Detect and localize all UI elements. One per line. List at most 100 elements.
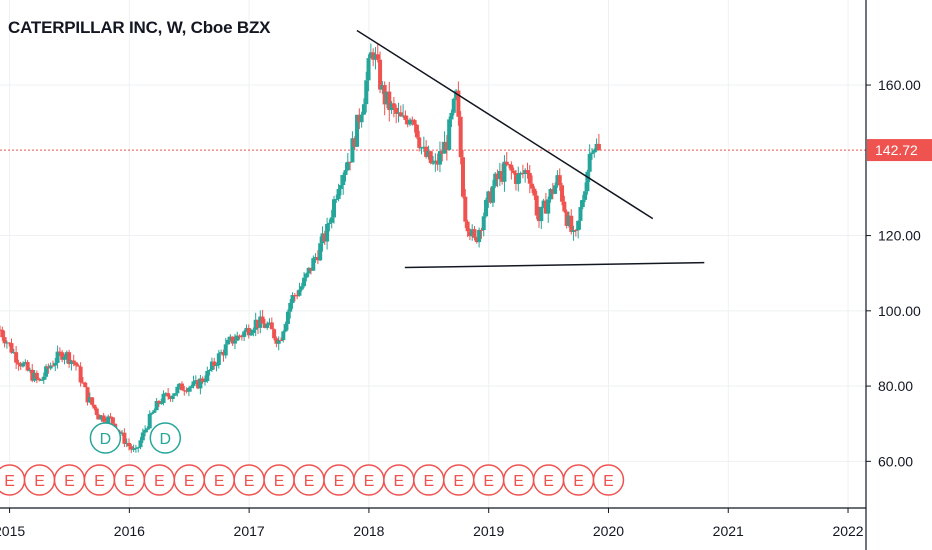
trendlines[interactable]	[356, 29, 705, 269]
earnings-marker[interactable]: E	[23, 464, 56, 496]
last-price-label-bg	[867, 139, 932, 162]
earnings-marker-letter: E	[543, 473, 554, 490]
candle-body	[495, 173, 500, 180]
earnings-marker[interactable]: E	[293, 464, 325, 496]
candle-body	[97, 414, 102, 420]
candle-body	[530, 183, 535, 189]
candle-body	[156, 401, 161, 404]
candle-body	[594, 143, 599, 150]
earnings-marker[interactable]: E	[472, 464, 505, 496]
earnings-marker[interactable]: E	[413, 464, 445, 496]
candle-body	[313, 256, 318, 259]
candle-body	[299, 286, 304, 290]
earnings-marker[interactable]: E	[0, 464, 26, 496]
earnings-marker[interactable]: E	[443, 464, 475, 496]
candle-body	[490, 186, 495, 203]
candle-body	[242, 331, 247, 337]
earnings-marker[interactable]: E	[562, 464, 595, 496]
candle-body	[55, 351, 60, 363]
candle-body	[163, 393, 168, 395]
candle-body	[479, 229, 484, 231]
earnings-marker[interactable]: E	[353, 464, 385, 496]
trendline-flat-support[interactable]	[404, 261, 705, 269]
candle-body	[78, 366, 83, 383]
earnings-marker[interactable]: E	[83, 464, 116, 496]
earnings-marker[interactable]: E	[383, 464, 415, 496]
candle-body	[154, 401, 159, 411]
earnings-marker[interactable]: E	[173, 464, 206, 496]
candle-body	[327, 222, 332, 224]
candle-body	[191, 381, 196, 387]
candle-body	[477, 229, 482, 243]
candle-body	[308, 267, 313, 271]
x-tick-label: 2018	[353, 523, 384, 539]
candle-body	[311, 258, 316, 271]
earnings-marker-letter: E	[4, 473, 15, 490]
candle-body	[357, 114, 362, 123]
earnings-marker[interactable]: E	[113, 464, 146, 496]
candle-body	[69, 360, 74, 365]
earnings-marker[interactable]: E	[263, 464, 295, 496]
earnings-marker[interactable]: E	[592, 464, 625, 496]
earnings-marker[interactable]: E	[532, 464, 565, 496]
candle-body	[580, 199, 585, 208]
candle-body	[484, 199, 489, 217]
candle-body	[53, 362, 58, 366]
candle-body	[276, 340, 281, 344]
candle-body	[382, 85, 387, 105]
candle-body	[295, 295, 300, 297]
candle-body	[589, 152, 594, 154]
candle-body	[106, 416, 111, 424]
candle-body	[223, 344, 228, 356]
candle-body	[474, 237, 479, 243]
earnings-marker[interactable]: E	[233, 464, 265, 496]
dividend-marker[interactable]: D	[89, 422, 122, 454]
earnings-marker[interactable]: E	[53, 464, 86, 496]
earnings-marker-letter: E	[513, 473, 524, 490]
dividend-marker-letter: D	[100, 431, 112, 448]
candle-body	[221, 352, 226, 356]
candle-body	[32, 372, 37, 381]
x-tick-label: 2021	[713, 523, 744, 539]
candle-body	[30, 369, 35, 381]
candle-body	[4, 342, 9, 344]
candle-body	[175, 386, 180, 394]
candle-body	[279, 340, 284, 342]
candle-body	[182, 390, 187, 392]
y-tick-label: 80.00	[878, 378, 913, 394]
candle-body	[177, 383, 182, 387]
candle-body	[230, 336, 235, 344]
event-markers[interactable]: D D E E E E E E E E E E E E E E E E E E E E E	[0, 422, 625, 496]
earnings-marker[interactable]: E	[502, 464, 535, 496]
candle-body	[170, 395, 175, 399]
trendline-descending-resistance[interactable]	[356, 29, 654, 220]
candle-body	[435, 160, 440, 165]
candle-body	[207, 369, 212, 372]
candle-body	[76, 365, 81, 367]
candle-body	[419, 147, 424, 149]
x-tick-label: 2015	[0, 523, 25, 539]
candle-body	[518, 172, 523, 175]
earnings-marker[interactable]: E	[323, 464, 355, 496]
candle-body	[274, 338, 279, 344]
dividend-marker[interactable]: D	[149, 422, 182, 454]
earnings-marker[interactable]: E	[143, 464, 176, 496]
candle-body	[94, 408, 99, 415]
candle-body	[331, 199, 336, 218]
earnings-marker-letter: E	[184, 473, 195, 490]
earnings-marker[interactable]: E	[203, 464, 235, 496]
candle-body	[573, 229, 578, 231]
candle-body	[108, 416, 113, 418]
candle-body	[541, 200, 546, 207]
y-tick-label: 100.00	[878, 303, 921, 319]
candle-body	[285, 311, 290, 325]
earnings-marker-letter: E	[304, 473, 315, 490]
earnings-marker-letter: E	[64, 473, 75, 490]
candle-body	[405, 119, 410, 125]
candle-body	[550, 189, 555, 194]
candle-body	[355, 114, 360, 147]
candle-body	[414, 124, 419, 138]
candle-body	[99, 415, 104, 420]
candle-body	[34, 372, 39, 379]
